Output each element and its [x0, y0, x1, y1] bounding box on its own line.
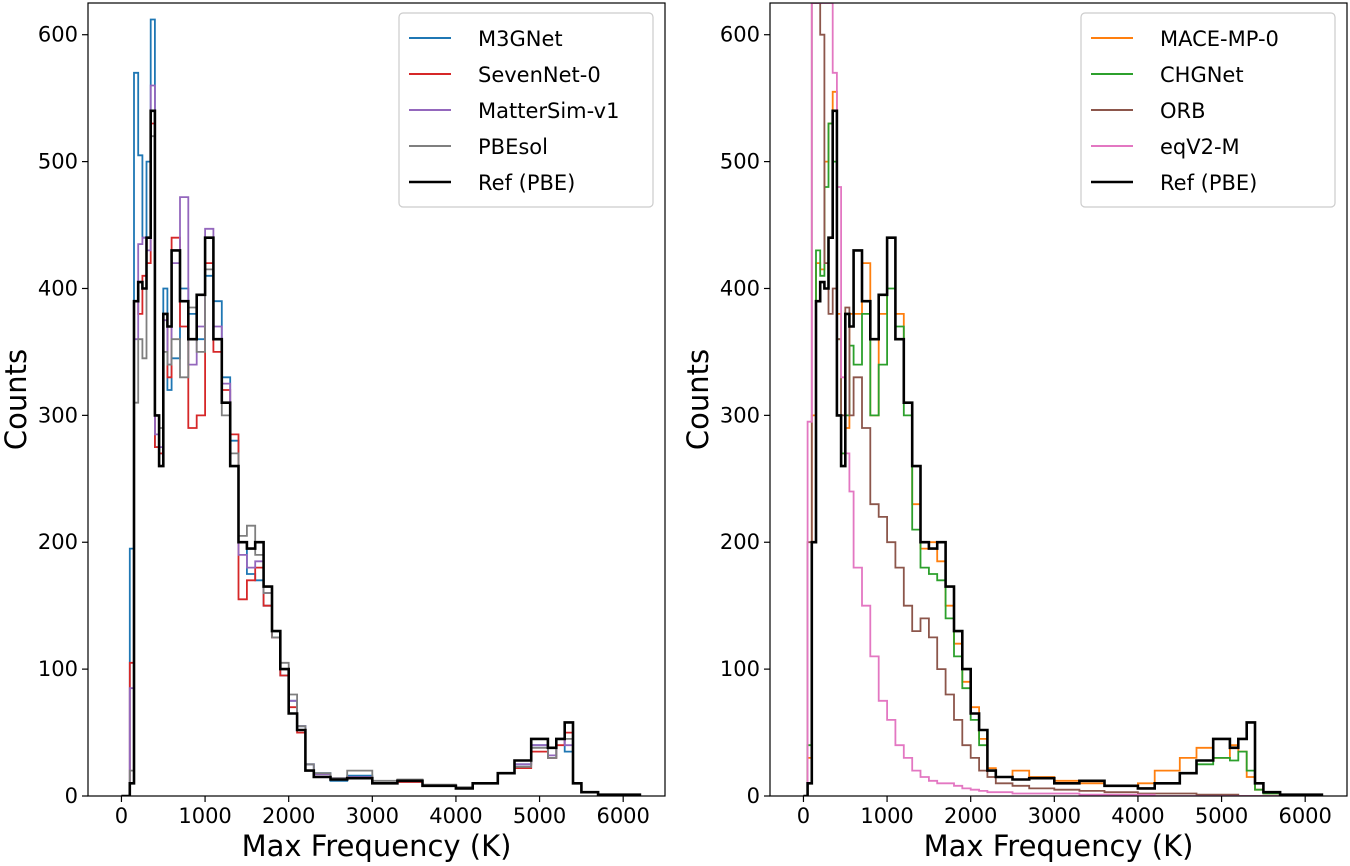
y-axis-label: Counts [0, 349, 33, 450]
series-line-pbesol [121, 135, 641, 796]
legend-box [1080, 12, 1336, 208]
y-tick-label: 500 [720, 150, 760, 174]
y-tick-label: 400 [38, 276, 78, 300]
legend-box [398, 12, 654, 208]
series-line-sevennet-0 [121, 122, 641, 796]
x-tick-label: 3000 [1028, 804, 1081, 828]
x-tick-label: 5000 [513, 804, 566, 828]
legend-entry: PBEsol [478, 135, 548, 159]
x-tick-label: 0 [115, 804, 128, 828]
legend-entry: MACE-MP-0 [1160, 27, 1279, 51]
y-tick-label: 100 [38, 657, 78, 681]
legend-entry: Ref (PBE) [1160, 171, 1257, 195]
x-tick-label: 6000 [1278, 804, 1331, 828]
y-tick-label: 600 [720, 23, 760, 47]
plot-frame [87, 2, 666, 797]
y-tick-label: 400 [720, 276, 760, 300]
x-tick-label: 1000 [178, 804, 231, 828]
series-group [803, 3, 1324, 796]
y-tick-label: 200 [38, 530, 78, 554]
y-tick-label: 0 [747, 784, 760, 808]
legend-entry: SevenNet-0 [478, 63, 601, 87]
series-line-orb [803, 3, 1322, 796]
x-axis-label: Max Frequency (K) [924, 829, 1194, 863]
series-line-chgnet [803, 122, 1322, 796]
series-line-ref-pbe [121, 109, 642, 796]
series-group [121, 18, 642, 796]
legend-entry: Ref (PBE) [478, 171, 575, 195]
legend-entry: MatterSim-v1 [478, 99, 619, 123]
x-tick-label: 1000 [860, 804, 913, 828]
y-tick-label: 200 [720, 530, 760, 554]
x-tick-label: 2000 [262, 804, 315, 828]
x-tick-label: 5000 [1195, 804, 1248, 828]
series-line-ref-pbe [803, 109, 1324, 796]
y-tick-label: 100 [720, 657, 760, 681]
y-tick-label: 300 [38, 403, 78, 427]
legend: M3GNet SevenNet-0 MatterSim-v1 PBEsol Ref (P… [398, 12, 654, 208]
x-axis-label: Max Frequency (K) [242, 829, 512, 863]
x-tick-label: 4000 [429, 804, 482, 828]
y-axis-label: Counts [681, 349, 715, 450]
x-tick-label: 2000 [944, 804, 997, 828]
x-tick-label: 3000 [346, 804, 399, 828]
x-tick-label: 6000 [596, 804, 649, 828]
y-tick-label: 600 [38, 23, 78, 47]
y-tick-label: 300 [720, 403, 760, 427]
legend-entry: CHGNet [1160, 63, 1244, 87]
chart-right: 0 1000 2000 3000 4000 5000 6000 0 100 200 300 400 50… [681, 2, 1348, 863]
y-tick-label: 0 [65, 784, 78, 808]
legend-entry: ORB [1160, 99, 1206, 123]
legend: MACE-MP-0 CHGNet ORB eqV2-M Ref (PBE) [1080, 12, 1336, 208]
legend-entry: eqV2-M [1160, 135, 1240, 159]
x-tick-label: 0 [797, 804, 810, 828]
chart-left: 0 1000 2000 3000 4000 5000 6000 0 100 200 300 400 50… [0, 2, 666, 863]
plot-frame [769, 2, 1348, 797]
x-tick-label: 4000 [1111, 804, 1164, 828]
y-tick-label: 500 [38, 150, 78, 174]
legend-entry: M3GNet [478, 27, 563, 51]
